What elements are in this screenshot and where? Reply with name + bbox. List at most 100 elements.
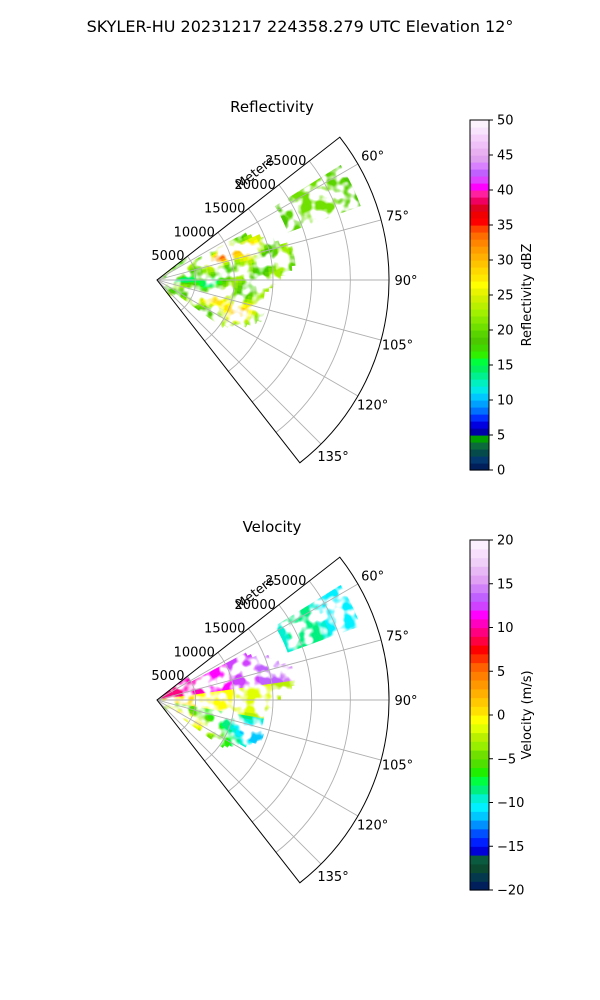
echo-cell	[241, 273, 247, 278]
colorbar-tick-label: 25	[497, 289, 514, 304]
echo-cell	[252, 318, 258, 325]
echo-cell	[287, 685, 293, 692]
echo-cell	[260, 684, 265, 690]
echo-cell	[245, 690, 250, 695]
echo-cell	[275, 266, 281, 272]
colorbar-segment	[470, 732, 489, 742]
echo-cell	[256, 268, 262, 274]
colorbar-tick-label: 50	[497, 114, 514, 129]
echo-cell	[257, 703, 262, 708]
colorbar-segment	[470, 162, 489, 170]
echo-cell	[233, 282, 239, 286]
echo-cell	[284, 270, 289, 276]
echo-cell	[279, 262, 285, 268]
echo-cell	[280, 690, 285, 696]
colorbar-segment	[470, 309, 489, 317]
radial-tick-label: 10000	[174, 225, 215, 240]
range-ring	[228, 628, 274, 792]
echo-cell	[241, 282, 247, 287]
colorbar-segment	[470, 776, 489, 786]
echo-cell	[290, 680, 296, 687]
colorbar-segment	[470, 246, 489, 254]
colorbar-segment	[470, 260, 489, 268]
colorbar-segment	[470, 785, 489, 795]
azimuth-line	[156, 279, 322, 445]
sector-outline	[156, 556, 390, 884]
echo-cell	[263, 684, 269, 689]
colorbar-segment	[470, 846, 489, 856]
radial-tick-label: 25000	[265, 574, 306, 589]
echo-cell	[248, 266, 254, 271]
echo-cell	[275, 682, 281, 688]
echo-cell	[218, 275, 223, 279]
echo-cell	[245, 702, 250, 707]
colorbar-segment	[470, 750, 489, 760]
echo-cell	[279, 686, 285, 692]
echo-cell	[252, 706, 258, 711]
echo-cell	[210, 695, 216, 699]
azimuth-line	[156, 219, 382, 281]
echo-cell	[249, 689, 254, 694]
echo-cell	[257, 696, 262, 701]
colorbar-segment	[470, 881, 489, 891]
velocity-colorbar: −20 −15 −10 −5 0 5 10 15 20 Velocity (m/s)	[469, 534, 535, 899]
echo-cell	[241, 690, 246, 695]
colorbar-segment	[470, 393, 489, 401]
echo-cell	[222, 274, 227, 278]
echo-cell	[245, 282, 250, 287]
angle-tick-label: 135°	[317, 870, 348, 885]
echo-cell	[247, 740, 253, 747]
echo-cell	[245, 279, 251, 284]
echo-cell	[283, 686, 289, 692]
colorbar-segment	[470, 127, 489, 135]
radial-tick-label: 15000	[204, 202, 245, 217]
echo-cell	[283, 266, 289, 272]
echo-cell	[261, 699, 266, 704]
echo-cell	[252, 286, 258, 291]
colorbar-tick-label: 15	[497, 577, 514, 592]
reflectivity-angle-labels: 60° 75° 90° 105° 120° 135°	[317, 150, 417, 466]
figure-title: SKYLER-HU 20231217 224358.279 UTC Elevat…	[87, 17, 514, 36]
colorbar-segment	[470, 741, 489, 751]
echo-cell	[253, 283, 258, 288]
echo-cell	[289, 250, 295, 257]
echo-cell	[244, 266, 250, 271]
echo-cell	[264, 287, 270, 292]
echo-cell	[279, 682, 285, 688]
colorbar-label: Reflectivity dBZ	[520, 244, 535, 347]
echo-cell	[257, 699, 262, 704]
colorbar-tick-label: 20	[497, 534, 514, 549]
radial-tick-label: 20000	[235, 178, 276, 193]
azimuth-line	[156, 279, 359, 397]
echo-cell	[264, 283, 270, 289]
echo-cell	[237, 282, 243, 287]
colorbar-segment	[470, 575, 489, 585]
radial-tick-label: 25000	[265, 154, 306, 169]
colorbar-segment	[470, 288, 489, 296]
colorbar-segment	[470, 134, 489, 142]
echo-cell	[257, 316, 263, 323]
colorbar-segment	[470, 557, 489, 567]
colorbar-segment	[470, 323, 489, 331]
echo-cell	[252, 265, 258, 271]
echo-cell	[249, 269, 254, 274]
echo-cell	[276, 271, 281, 277]
echo-cell	[244, 686, 250, 691]
colorbar-segment	[470, 428, 489, 436]
colorbar-segment	[470, 592, 489, 602]
echo-cell	[261, 276, 266, 281]
echo-cell	[257, 272, 262, 277]
echo-cell	[245, 696, 251, 701]
colorbar-segment	[470, 400, 489, 408]
range-ring	[204, 652, 235, 762]
colorbar-segment	[470, 697, 489, 707]
velocity-title: Velocity	[243, 518, 302, 536]
echo-cell	[253, 279, 258, 284]
echo-cell	[230, 274, 235, 278]
range-ring	[251, 604, 313, 823]
colorbar-segment	[470, 627, 489, 637]
colorbar-segment	[470, 601, 489, 611]
colorbar-segment	[470, 316, 489, 324]
echo-cell	[252, 738, 258, 745]
